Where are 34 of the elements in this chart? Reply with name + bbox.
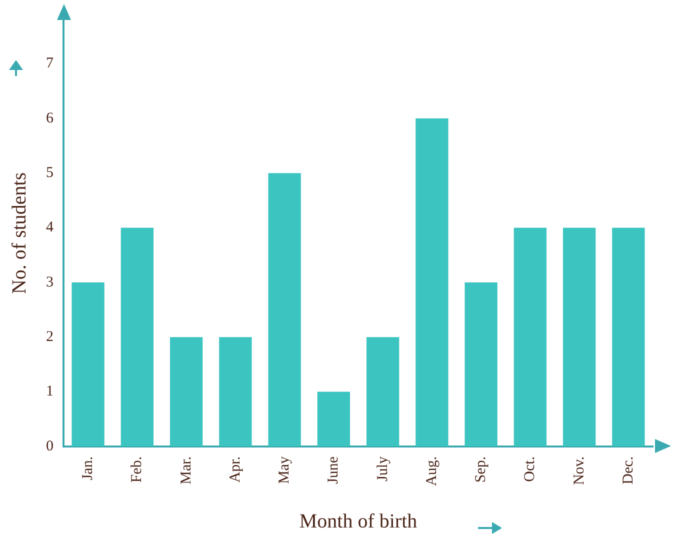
bar — [219, 337, 252, 446]
x-axis-title: Month of birth — [299, 510, 418, 532]
x-tick-label: Sep. — [473, 456, 489, 483]
y-axis-title: No. of students — [8, 172, 30, 294]
y-tick-label: 1 — [46, 384, 54, 400]
x-tick-label: Mar. — [178, 456, 194, 484]
y-tick-label: 2 — [46, 329, 54, 346]
x-tick-label: July — [374, 456, 391, 482]
y-tick-label: 5 — [46, 165, 54, 182]
x-tick-label: Oct. — [522, 456, 538, 482]
x-tick-label: Feb. — [129, 456, 146, 483]
x-tick-label: Aug. — [424, 456, 440, 486]
y-tick-label: 0 — [46, 438, 54, 454]
bar — [120, 228, 154, 446]
bar — [72, 282, 104, 446]
bar — [514, 228, 547, 446]
y-tick-label: 3 — [46, 274, 54, 290]
y-tick-label: 6 — [46, 110, 54, 126]
x-tick-label: Apr. — [227, 456, 244, 483]
x-tick-label: May — [276, 456, 292, 484]
y-tick-label: 4 — [46, 220, 54, 236]
bar — [170, 337, 203, 446]
x-tick-label: Nov. — [571, 456, 588, 486]
bar — [317, 392, 350, 446]
bar — [464, 282, 498, 446]
x-tick-label: Dec. — [620, 456, 636, 484]
y-tick-label: 7 — [46, 56, 54, 72]
bar — [612, 228, 645, 446]
bar — [562, 228, 596, 446]
bar — [268, 173, 301, 446]
bar — [366, 337, 400, 446]
x-tick-label: Jan. — [80, 456, 96, 480]
bar — [416, 118, 448, 446]
x-tick-label: June — [326, 456, 342, 484]
